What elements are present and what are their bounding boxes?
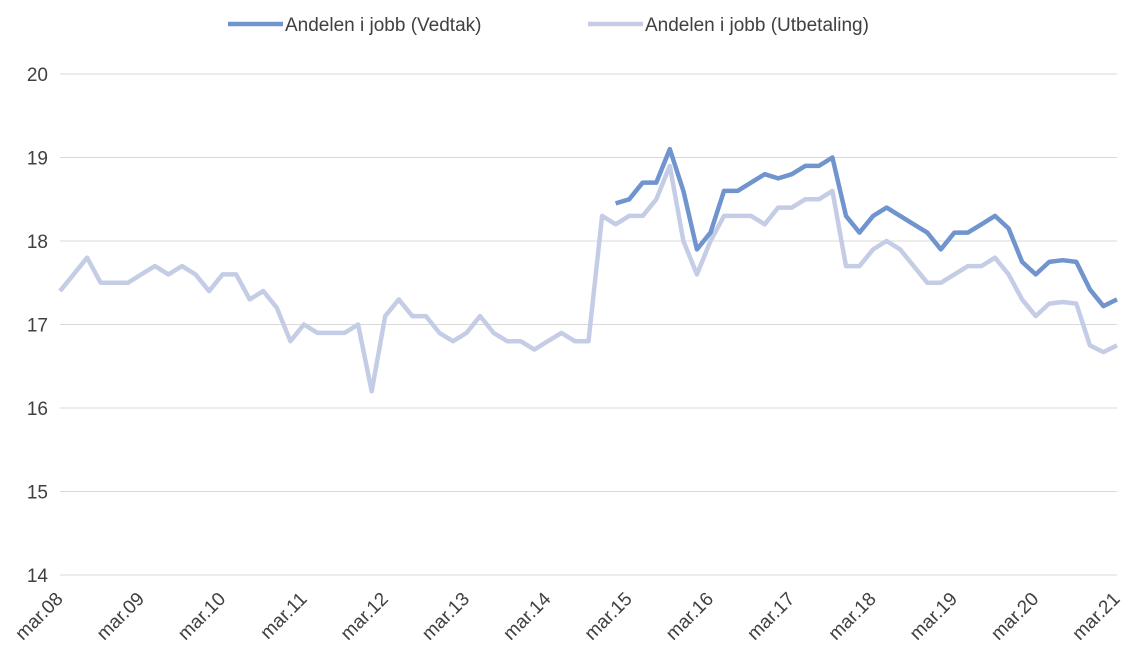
x-tick-label: mar.14 [499, 588, 555, 644]
y-tick-label: 19 [27, 149, 48, 170]
series-line [58, 163, 1118, 394]
y-tick-label: 20 [27, 65, 48, 86]
x-tick-label: mar.20 [987, 589, 1043, 645]
series-line [614, 146, 1118, 309]
y-tick-label: 18 [27, 232, 48, 253]
y-tick-label: 17 [27, 316, 48, 337]
x-tick-label: mar.18 [825, 589, 881, 645]
x-tick-label: mar.13 [418, 589, 474, 645]
y-tick-label: 14 [27, 566, 49, 587]
legend-label: Andelen i jobb (Utbetaling) [645, 15, 869, 36]
x-tick-label: mar.21 [1069, 589, 1121, 645]
x-tick-label: mar.12 [337, 589, 393, 645]
x-tick-label: mar.16 [662, 589, 718, 645]
legend-label: Andelen i jobb (Vedtak) [285, 15, 481, 36]
x-tick-label: mar.09 [93, 589, 149, 645]
x-tick-label: mar.08 [12, 589, 68, 645]
x-tick-label: mar.17 [743, 589, 799, 645]
x-tick-label: mar.15 [581, 589, 637, 645]
y-tick-label: 16 [27, 399, 48, 420]
x-tick-label: mar.11 [257, 589, 312, 644]
y-tick-label: 15 [27, 483, 48, 504]
x-tick-label: mar.10 [174, 589, 230, 645]
x-tick-label: mar.19 [906, 589, 962, 645]
